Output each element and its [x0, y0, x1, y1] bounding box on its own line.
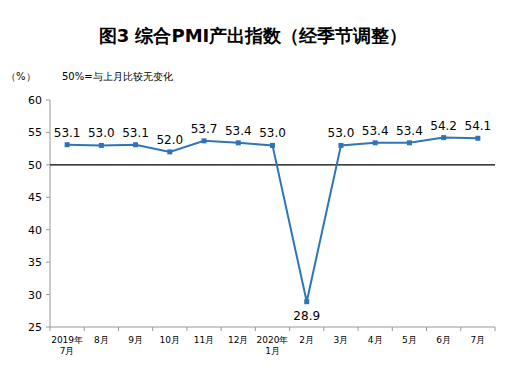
y-tick	[46, 262, 50, 263]
x-tick-label: 12月	[228, 335, 248, 345]
data-label: 53.0	[259, 126, 286, 140]
marker	[99, 143, 104, 148]
x-tick-label-line: 2月	[299, 335, 314, 345]
marker	[441, 135, 446, 140]
x-tick-label-line: 4月	[368, 335, 383, 345]
marker	[236, 140, 241, 145]
x-tick-label: 8月	[94, 335, 109, 345]
x-tick	[118, 327, 119, 331]
y-tick	[46, 197, 50, 198]
title: 图3 综合PMI产出指数（经季节调整）	[99, 25, 408, 46]
x-tick	[255, 327, 256, 331]
x-tick-label: 2020年1月	[257, 335, 289, 356]
x-tick	[152, 327, 153, 331]
y-tick	[46, 229, 50, 230]
x-tick-label-line: 7月	[471, 335, 486, 345]
x-tick-label-line: 6月	[436, 335, 451, 345]
x-tick-label: 9月	[128, 335, 143, 345]
data-label: 53.4	[225, 124, 252, 138]
x-tick	[358, 327, 359, 331]
x-tick	[221, 327, 222, 331]
x-tick-label-line: 12月	[228, 335, 248, 345]
y-tick-label: 60	[28, 94, 42, 107]
chart: 图3 综合PMI产出指数（经季节调整） （%） 50%=与上月比较无变化 25 30 35…	[0, 0, 506, 377]
data-label: 53.4	[362, 124, 389, 138]
y-tick	[46, 132, 50, 133]
x-tick	[495, 327, 496, 331]
y-tick-label: 25	[28, 321, 42, 334]
marker	[133, 142, 138, 147]
marker	[202, 138, 207, 143]
x-tick-label: 5月	[402, 335, 417, 345]
marker	[270, 143, 275, 148]
y-tick-label: 50	[28, 159, 42, 172]
x-tick-label: 7月	[471, 335, 486, 345]
x-tick-label-line: 8月	[94, 335, 109, 345]
x-tick	[392, 327, 393, 331]
x-tick	[289, 327, 290, 331]
series	[65, 135, 481, 304]
x-tick	[186, 327, 187, 331]
y-axis	[50, 100, 51, 327]
y-tick	[46, 100, 50, 101]
marker	[475, 136, 480, 141]
x-tick	[50, 327, 51, 331]
x-tick-label-line: 9月	[128, 335, 143, 345]
data-label: 53.7	[191, 122, 218, 136]
x-tick	[84, 327, 85, 331]
x-tick-label-line: 10月	[160, 335, 180, 345]
y-tick-label: 30	[28, 289, 42, 302]
data-label: 53.0	[328, 126, 355, 140]
y-tick-label: 35	[28, 256, 42, 269]
x-tick-label: 6月	[436, 335, 451, 345]
data-label: 53.0	[88, 126, 115, 140]
data-label: 53.1	[122, 126, 149, 140]
y-tick-label: 45	[28, 191, 42, 204]
x-tick-label: 3月	[334, 335, 349, 345]
x-tick-label: 10月	[160, 335, 180, 345]
x-tick-label: 11月	[194, 335, 214, 345]
x-tick-label-line: 2020年	[257, 335, 289, 345]
x-tick	[426, 327, 427, 331]
x-tick-label-line: 7月	[60, 346, 75, 356]
reference-line	[50, 164, 495, 165]
x-axis	[50, 327, 495, 328]
x-tick-label-line: 5月	[402, 335, 417, 345]
marker	[373, 140, 378, 145]
y-tick	[46, 327, 50, 328]
data-label: 54.2	[430, 119, 457, 133]
line	[67, 138, 478, 302]
data-label: 54.1	[465, 119, 492, 133]
marker	[304, 299, 309, 304]
x-tick-label-line: 11月	[194, 335, 214, 345]
data-label: 28.9	[293, 309, 320, 323]
marker	[407, 140, 412, 145]
y-label: （%）	[6, 71, 36, 82]
y-tick	[46, 294, 50, 295]
marker	[65, 142, 70, 147]
x-tick-label-line: 2019年	[51, 335, 83, 345]
y-tick-label: 55	[28, 126, 42, 139]
data-label: 53.1	[54, 126, 81, 140]
x-tick-label-line: 1月	[265, 346, 280, 356]
x-tick-label: 4月	[368, 335, 383, 345]
note: 50%=与上月比较无变化	[62, 71, 173, 82]
x-tick	[460, 327, 461, 331]
marker	[167, 149, 172, 154]
x-tick-label: 2月	[299, 335, 314, 345]
x-tick-label: 2019年7月	[51, 335, 83, 356]
x-tick-label-line: 3月	[334, 335, 349, 345]
marker	[338, 143, 343, 148]
y-tick	[46, 164, 50, 165]
x-tick	[323, 327, 324, 331]
data-label: 52.0	[156, 133, 183, 147]
y-tick-label: 40	[28, 224, 42, 237]
data-label: 53.4	[396, 124, 423, 138]
